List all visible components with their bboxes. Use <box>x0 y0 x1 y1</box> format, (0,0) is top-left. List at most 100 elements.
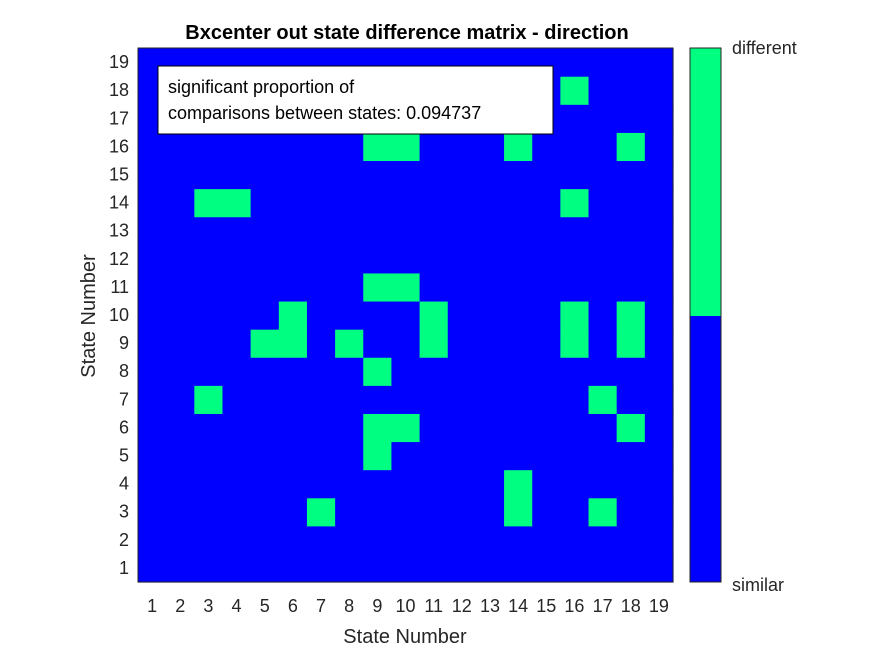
heatmap-cell-different <box>588 497 618 527</box>
heatmap-cell-similar <box>391 329 421 358</box>
heatmap-cell-similar <box>616 216 646 246</box>
heatmap-cell-different <box>391 132 421 162</box>
heatmap-cell-similar <box>278 357 308 386</box>
heatmap-cell-similar <box>504 272 533 302</box>
heatmap-cell-similar <box>363 497 393 527</box>
heatmap-cell-similar <box>363 216 393 246</box>
x-tick-label: 8 <box>344 596 354 616</box>
heatmap-cell-similar <box>166 329 195 358</box>
heatmap-cell-similar <box>250 272 280 302</box>
colorbar: different similar <box>689 38 797 595</box>
heatmap-cell-similar <box>504 525 533 555</box>
colorbar-similar-segment <box>690 316 721 582</box>
heatmap-cell-similar <box>278 188 308 218</box>
heatmap-cell-similar <box>194 132 224 162</box>
heatmap-cell-similar <box>475 188 505 218</box>
heatmap-cell-similar <box>560 160 590 190</box>
y-tick-label: 14 <box>109 193 129 213</box>
heatmap-cell-similar <box>560 272 590 302</box>
heatmap-cell-similar <box>194 357 224 386</box>
y-tick-label: 1 <box>119 558 129 578</box>
heatmap-cell-different <box>560 329 590 358</box>
heatmap-cell-similar <box>391 469 421 499</box>
heatmap-cell-similar <box>166 413 195 443</box>
heatmap-cell-similar <box>419 160 449 190</box>
heatmap-cell-similar <box>363 160 393 190</box>
heatmap-cell-similar <box>278 216 308 246</box>
heatmap-cell-similar <box>166 497 195 527</box>
heatmap-cell-different <box>363 272 393 302</box>
heatmap-cell-similar <box>616 385 646 414</box>
heatmap-cell-similar <box>391 300 421 330</box>
heatmap-cell-similar <box>644 216 674 246</box>
heatmap-cell-similar <box>532 272 561 302</box>
heatmap-cell-similar <box>222 160 252 190</box>
colorbar-label-similar: similar <box>732 575 784 595</box>
heatmap-cell-similar <box>391 497 421 527</box>
heatmap-cell-similar <box>194 329 224 358</box>
heatmap-cell-similar <box>250 300 280 330</box>
heatmap-cell-similar <box>335 385 364 414</box>
heatmap-cell-similar <box>532 497 561 527</box>
y-tick-label: 12 <box>109 249 129 269</box>
heatmap-cell-similar <box>504 357 533 386</box>
heatmap-cell-different <box>419 300 449 330</box>
heatmap-cell-similar <box>306 132 336 162</box>
heatmap-cell-similar <box>138 497 167 527</box>
heatmap-cell-similar <box>644 244 674 274</box>
heatmap-cell-similar <box>616 104 646 133</box>
heatmap-cell-different <box>250 329 280 358</box>
heatmap-cell-similar <box>306 188 336 218</box>
heatmap-cell-similar <box>391 357 421 386</box>
heatmap-cell-similar <box>644 48 674 77</box>
heatmap-cell-similar <box>644 104 674 133</box>
x-tick-label: 17 <box>593 596 613 616</box>
heatmap-cell-similar <box>138 413 167 443</box>
heatmap-cell-similar <box>306 413 336 443</box>
heatmap-cell-similar <box>588 272 618 302</box>
heatmap-cell-similar <box>475 132 505 162</box>
heatmap-cell-similar <box>644 329 674 358</box>
heatmap-cell-similar <box>447 413 477 443</box>
heatmap-cell-similar <box>504 300 533 330</box>
heatmap-cell-similar <box>306 300 336 330</box>
heatmap-cell-similar <box>335 525 364 555</box>
heatmap-cell-similar <box>363 553 393 583</box>
heatmap-cell-different <box>504 497 533 527</box>
heatmap-cell-similar <box>475 244 505 274</box>
heatmap-cells <box>138 48 674 583</box>
heatmap-cell-similar <box>588 413 618 443</box>
heatmap-cell-similar <box>447 216 477 246</box>
heatmap-cell-similar <box>363 244 393 274</box>
heatmap-cell-similar <box>306 525 336 555</box>
heatmap-cell-similar <box>222 469 252 499</box>
heatmap-cell-similar <box>166 525 195 555</box>
heatmap-cell-similar <box>419 385 449 414</box>
y-tick-label: 18 <box>109 80 129 100</box>
heatmap-cell-similar <box>194 553 224 583</box>
heatmap-cell-similar <box>363 188 393 218</box>
x-tick-label: 2 <box>175 596 185 616</box>
heatmap-cell-different <box>616 413 646 443</box>
heatmap-cell-similar <box>194 216 224 246</box>
heatmap-cell-similar <box>560 48 590 77</box>
heatmap-cell-similar <box>166 300 195 330</box>
heatmap-cell-similar <box>250 160 280 190</box>
heatmap-cell-similar <box>363 525 393 555</box>
heatmap-cell-similar <box>588 553 618 583</box>
heatmap-cell-similar <box>335 132 364 162</box>
heatmap-cell-similar <box>250 132 280 162</box>
heatmap-cell-similar <box>335 216 364 246</box>
heatmap-cell-similar <box>475 497 505 527</box>
x-axis-label: State Number <box>343 626 467 648</box>
x-tick-label: 19 <box>649 596 669 616</box>
heatmap-cell-similar <box>138 188 167 218</box>
heatmap-cell-similar <box>475 553 505 583</box>
heatmap-cell-similar <box>588 76 618 105</box>
heatmap-cell-similar <box>447 441 477 471</box>
heatmap-cell-similar <box>278 244 308 274</box>
heatmap-cell-similar <box>138 132 167 162</box>
heatmap-cell-similar <box>504 385 533 414</box>
heatmap-cell-similar <box>419 244 449 274</box>
heatmap-cell-different <box>560 300 590 330</box>
